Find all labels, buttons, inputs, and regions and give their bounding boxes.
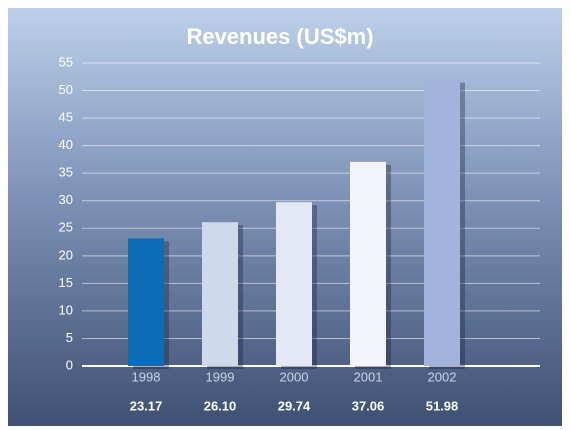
y-tick-label: 30 (59, 192, 73, 207)
y-tick-label: 0 (66, 357, 73, 372)
y-tick-label: 5 (66, 330, 73, 345)
y-tick-label: 35 (59, 165, 73, 180)
x-tick-label: 2001 (354, 369, 383, 384)
x-tick-label: 1998 (132, 369, 161, 384)
chart-title: Revenues (US$m) (186, 24, 373, 49)
y-tick-label: 50 (59, 82, 73, 97)
value-label: 37.06 (352, 398, 385, 413)
bar (128, 238, 164, 366)
x-tick-label: 2002 (428, 369, 457, 384)
value-label: 29.74 (278, 398, 311, 413)
x-tick-label: 2000 (280, 369, 309, 384)
value-label: 23.17 (130, 398, 163, 413)
bar (202, 222, 238, 366)
y-tick-label: 55 (59, 54, 73, 69)
y-tick-label: 10 (59, 302, 73, 317)
value-label: 26.10 (204, 398, 237, 413)
bar (424, 79, 460, 366)
value-label: 51.98 (426, 398, 459, 413)
y-tick-label: 20 (59, 247, 73, 262)
bar (276, 202, 312, 366)
y-tick-label: 15 (59, 275, 73, 290)
bar (350, 161, 386, 366)
y-tick-label: 25 (59, 220, 73, 235)
y-tick-label: 45 (59, 110, 73, 125)
y-tick-label: 40 (59, 137, 73, 152)
x-tick-label: 1999 (206, 369, 235, 384)
